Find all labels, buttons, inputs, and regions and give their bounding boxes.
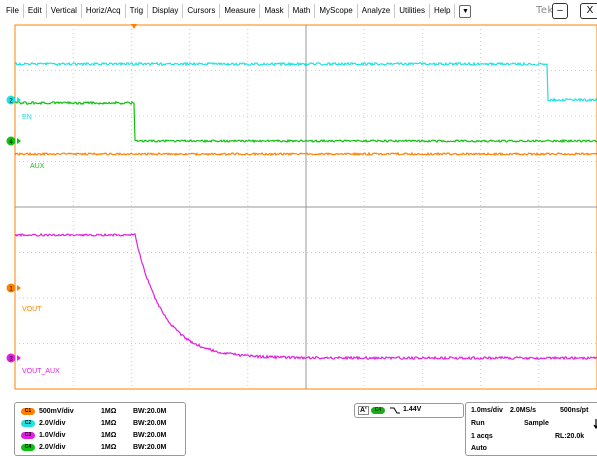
timebase: 1.0ms/div [471,407,503,414]
volts-per-div: 2.0V/div [39,444,101,451]
bandwidth-limit: BW:20.0M [133,432,166,439]
menu-vertical[interactable]: Vertical [47,4,82,18]
trigger-mode: Auto [471,445,487,452]
trigger-source-badge: C4 [371,407,385,414]
channel-2-settings[interactable]: C2 2.0V/div 1MΩ BW:20.0M [21,418,166,428]
label-vout-aux: VOUT_AUX [22,368,60,375]
time-per-point: 500ns/pt [560,407,588,414]
graticule: 2413 [0,22,597,392]
menu-utilities[interactable]: Utilities [395,4,430,18]
trigger-readout[interactable]: A' C4 1.44V [354,403,464,418]
waveform-display[interactable]: 2413 EN AUX VOUT VOUT_AUX [0,22,597,392]
menu-math[interactable]: Math [289,4,316,18]
menu-dropdown-button[interactable]: ▼ [459,5,471,18]
volts-per-div: 500mV/div [39,408,101,415]
menu-edit[interactable]: Edit [24,4,47,18]
label-en: EN [22,114,32,121]
volts-per-div: 2.0V/div [39,420,101,427]
acquisition-mode: Sample [524,420,549,427]
volts-per-div: 1.0V/div [39,432,101,439]
input-impedance: 1MΩ [101,408,133,415]
horizontal-settings-box[interactable]: 1.0ms/div 2.0MS/s 500ns/pt Run Sample 1 … [465,402,597,456]
trigger-level: 1.44V [403,406,421,413]
channel-badge: C3 [21,432,35,439]
status-bar: C1 500mV/div 1MΩ BW:20.0M C2 2.0V/div 1MΩ BW:20… [0,396,597,454]
menu-bar: File Edit Vertical Horiz/Acq Trig Display Curs… [0,0,597,22]
input-impedance: 1MΩ [101,432,133,439]
menu-myscope[interactable]: MyScope [315,4,357,18]
label-aux: AUX [30,163,44,170]
menu-help[interactable]: Help [430,4,455,18]
channel-1-settings[interactable]: C1 500mV/div 1MΩ BW:20.0M [21,406,166,416]
menu-measure[interactable]: Measure [220,4,260,18]
minimize-button[interactable]: – [552,3,568,19]
channel-4-settings[interactable]: C4 2.0V/div 1MΩ BW:20.0M [21,442,166,452]
bandwidth-limit: BW:20.0M [133,420,166,427]
menu-display[interactable]: Display [148,4,183,18]
trigger-mode-badge: A' [358,406,369,415]
menu-analyze[interactable]: Analyze [358,4,395,18]
menu-horizacq[interactable]: Horiz/Acq [82,4,126,18]
run-state: Run [471,420,485,427]
down-arrow-icon [593,419,597,429]
menu-trig[interactable]: Trig [126,4,148,18]
channel-badge: C2 [21,420,35,427]
input-impedance: 1MΩ [101,420,133,427]
acquisition-count: 1 acqs [471,433,493,440]
input-impedance: 1MΩ [101,444,133,451]
record-length: RL:20.0k [555,433,584,440]
channel-badge: C4 [21,444,35,451]
falling-edge-icon [389,406,401,415]
bandwidth-limit: BW:20.0M [133,444,166,451]
sample-rate: 2.0MS/s [510,407,536,414]
menu-mask[interactable]: Mask [260,4,288,18]
bandwidth-limit: BW:20.0M [133,408,166,415]
label-vout: VOUT [22,306,41,313]
menu-cursors[interactable]: Cursors [183,4,220,18]
vertical-settings-box[interactable]: C1 500mV/div 1MΩ BW:20.0M C2 2.0V/div 1MΩ BW:20… [14,402,186,456]
menu-file[interactable]: File [0,4,24,18]
channel-3-settings[interactable]: C3 1.0V/div 1MΩ BW:20.0M [21,430,166,440]
channel-badge: C1 [21,408,35,415]
close-button[interactable]: X [580,3,597,19]
